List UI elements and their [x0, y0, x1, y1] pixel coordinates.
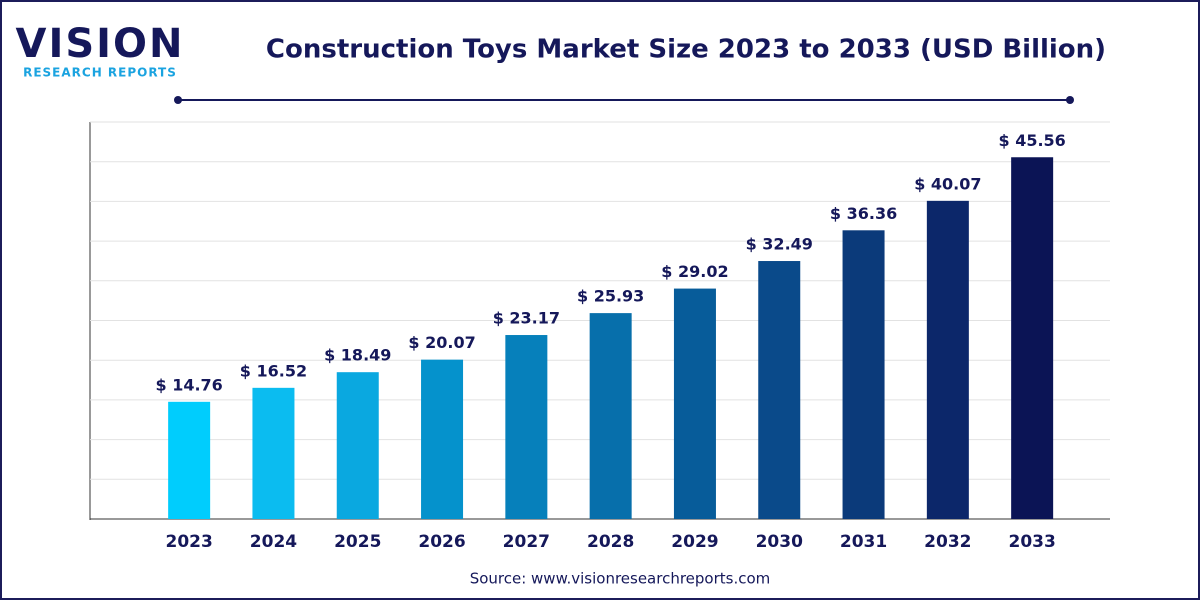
value-label: $ 32.49 — [746, 235, 813, 254]
bar — [252, 387, 295, 519]
x-tick-label: 2023 — [165, 532, 212, 552]
value-label: $ 14.76 — [155, 375, 222, 394]
x-tick-label: 2024 — [250, 532, 297, 552]
chart-title: Construction Toys Market Size 2023 to 20… — [266, 35, 1106, 65]
rule-dot — [174, 96, 182, 104]
x-tick-label: 2027 — [503, 532, 550, 552]
value-label: $ 40.07 — [914, 174, 981, 193]
x-tick-label: 2025 — [334, 532, 381, 552]
bar — [926, 200, 969, 520]
value-label: $ 45.56 — [998, 131, 1065, 150]
bar — [421, 359, 464, 519]
x-tick-label: 2031 — [840, 532, 887, 552]
x-tick-label: 2028 — [587, 532, 634, 552]
value-label: $ 23.17 — [493, 309, 560, 328]
value-label: $ 36.36 — [830, 204, 897, 223]
bar — [589, 313, 632, 519]
source: Source: www.visionresearchreports.com — [470, 570, 771, 588]
x-tick-label: 2032 — [924, 532, 971, 552]
bar — [505, 335, 548, 519]
value-label: $ 16.52 — [240, 361, 307, 380]
x-tick-label: 2033 — [1008, 532, 1055, 552]
x-tick-label: 2029 — [671, 532, 718, 552]
bar — [1011, 157, 1054, 519]
brand-tagline: RESEARCH REPORTS — [23, 66, 177, 80]
bar — [168, 401, 211, 519]
value-label: $ 20.07 — [408, 333, 475, 352]
value-label: $ 29.02 — [661, 262, 728, 281]
bar — [842, 230, 885, 519]
x-tick-label: 2030 — [756, 532, 803, 552]
x-tick-label: 2026 — [418, 532, 465, 552]
value-label: $ 25.93 — [577, 287, 644, 306]
brand-name: VISION — [15, 21, 184, 67]
value-label: $ 18.49 — [324, 346, 391, 365]
rule-dot — [1066, 96, 1074, 104]
bar — [758, 261, 801, 519]
bar — [673, 288, 716, 519]
bar — [336, 372, 379, 519]
